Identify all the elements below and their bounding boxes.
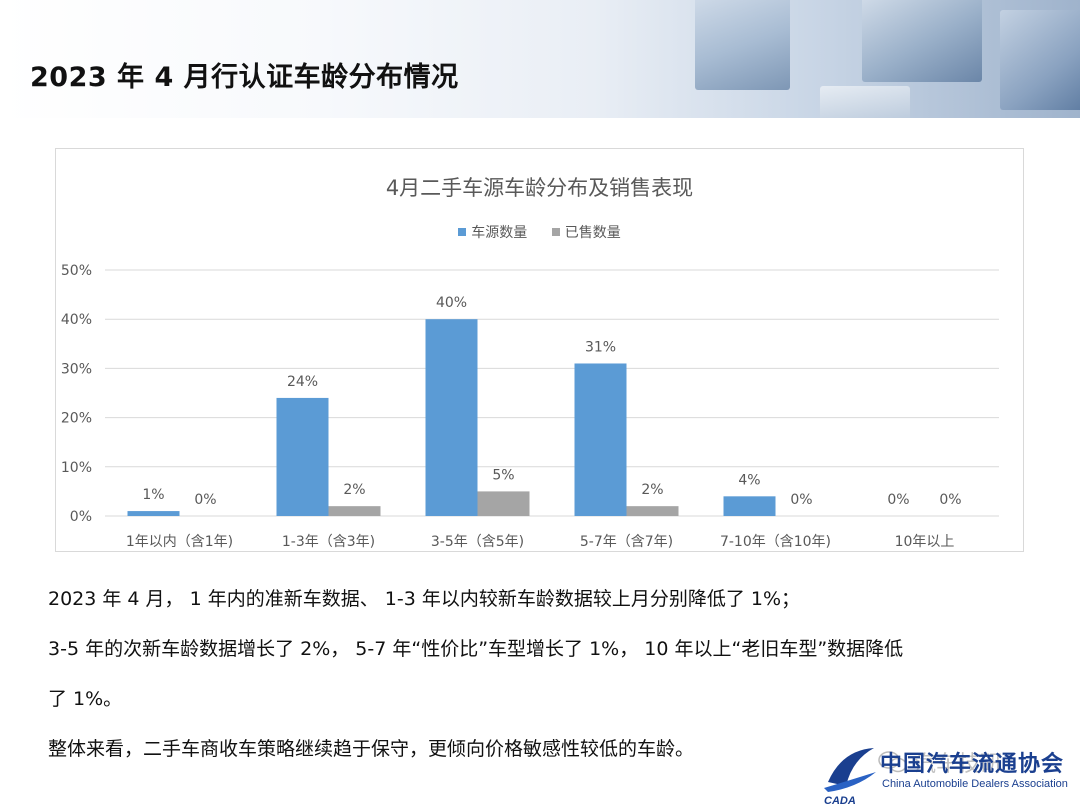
data-label: 4% — [738, 472, 760, 488]
summary-line-1: 2023 年 4 月， 1 年内的准新车数据、 1-3 年以内较新车龄数据较上月… — [48, 588, 801, 610]
y-tick-label: 20% — [61, 411, 92, 427]
y-tick-label: 10% — [61, 460, 92, 476]
legend-item-series-1: 车源数量 — [458, 222, 527, 242]
bar-sold — [626, 506, 679, 516]
bar-sold — [328, 506, 381, 516]
legend-swatch-gray — [551, 228, 560, 236]
legend-label: 已售数量 — [564, 225, 621, 241]
cada-emblem-icon: CADA — [824, 748, 876, 806]
legend-label: 车源数量 — [471, 225, 528, 241]
data-label: 31% — [585, 339, 616, 355]
decor-cube — [862, 0, 982, 82]
y-tick-label: 40% — [61, 312, 92, 328]
x-tick-label: 5-7年（含7年) — [580, 534, 673, 550]
data-label: 0% — [939, 492, 961, 508]
chart-frame: 4月二手车源车龄分布及销售表现 车源数量 已售数量 0% 10% 20% 30% 40%… — [55, 148, 1024, 552]
bar-chart-plot: 0% 10% 20% 30% 40% 50% 1% 0% 1年以内（含1年) 24% 2% 1-3年（… — [61, 263, 999, 550]
summary-line-2: 3-5 年的次新车龄数据增长了 2%， 5-7 年“性价比”车型增长了 1%， … — [48, 638, 904, 660]
legend-swatch-blue — [458, 228, 467, 236]
chart-legend: 车源数量 已售数量 — [56, 222, 1023, 242]
bar-source — [127, 511, 180, 516]
bar-sold — [477, 491, 530, 516]
bar-source — [574, 363, 627, 516]
summary-line-3: 了 1%。 — [48, 688, 123, 710]
decor-cube — [820, 86, 910, 118]
y-tick-label: 30% — [61, 361, 92, 377]
x-tick-label: 3-5年（含5年) — [431, 534, 524, 550]
logo-mark-text: CADA — [824, 795, 856, 806]
bar-source — [723, 496, 776, 516]
x-tick-label: 1年以内（含1年) — [126, 534, 233, 550]
summary-line-4: 整体来看，二手车商收车策略继续趋于保守，更倾向价格敏感性较低的车龄。 — [48, 738, 695, 760]
decor-cube — [1000, 10, 1080, 110]
data-label: 0% — [194, 492, 216, 508]
data-label: 0% — [887, 492, 909, 508]
x-tick-label: 10年以上 — [895, 534, 955, 550]
y-tick-label: 0% — [70, 509, 92, 525]
data-label: 2% — [343, 482, 365, 498]
chart-title: 4月二手车源车龄分布及销售表现 — [385, 176, 694, 200]
bar-source — [276, 397, 329, 516]
decor-cube — [695, 0, 790, 90]
data-label: 0% — [790, 492, 812, 508]
association-logo: CADA 中国汽车流通协会 China Automobile Dealers A… — [822, 742, 1080, 810]
data-label: 1% — [142, 487, 164, 503]
data-label: 2% — [641, 482, 663, 498]
watermark: 汽车技研 — [878, 746, 1002, 778]
y-tick-label: 50% — [61, 263, 92, 279]
data-label: 24% — [287, 374, 318, 390]
x-tick-label: 1-3年（含3年) — [282, 534, 375, 550]
logo-english-name: China Automobile Dealers Association — [882, 778, 1068, 790]
data-label: 5% — [492, 467, 514, 483]
wechat-icon — [878, 751, 907, 773]
bar-source — [425, 319, 478, 516]
header-banner: 2023 年 4 月行认证车龄分布情况 — [0, 0, 1080, 118]
data-label: 40% — [436, 295, 467, 311]
legend-item-series-2: 已售数量 — [551, 222, 621, 242]
logo-chinese-name: 中国汽车流通协会 — [880, 752, 1065, 777]
x-tick-label: 7-10年（含10年) — [720, 534, 831, 550]
page-title: 2023 年 4 月行认证车龄分布情况 — [30, 62, 459, 93]
watermark-text: 汽车技研 — [914, 752, 1003, 777]
